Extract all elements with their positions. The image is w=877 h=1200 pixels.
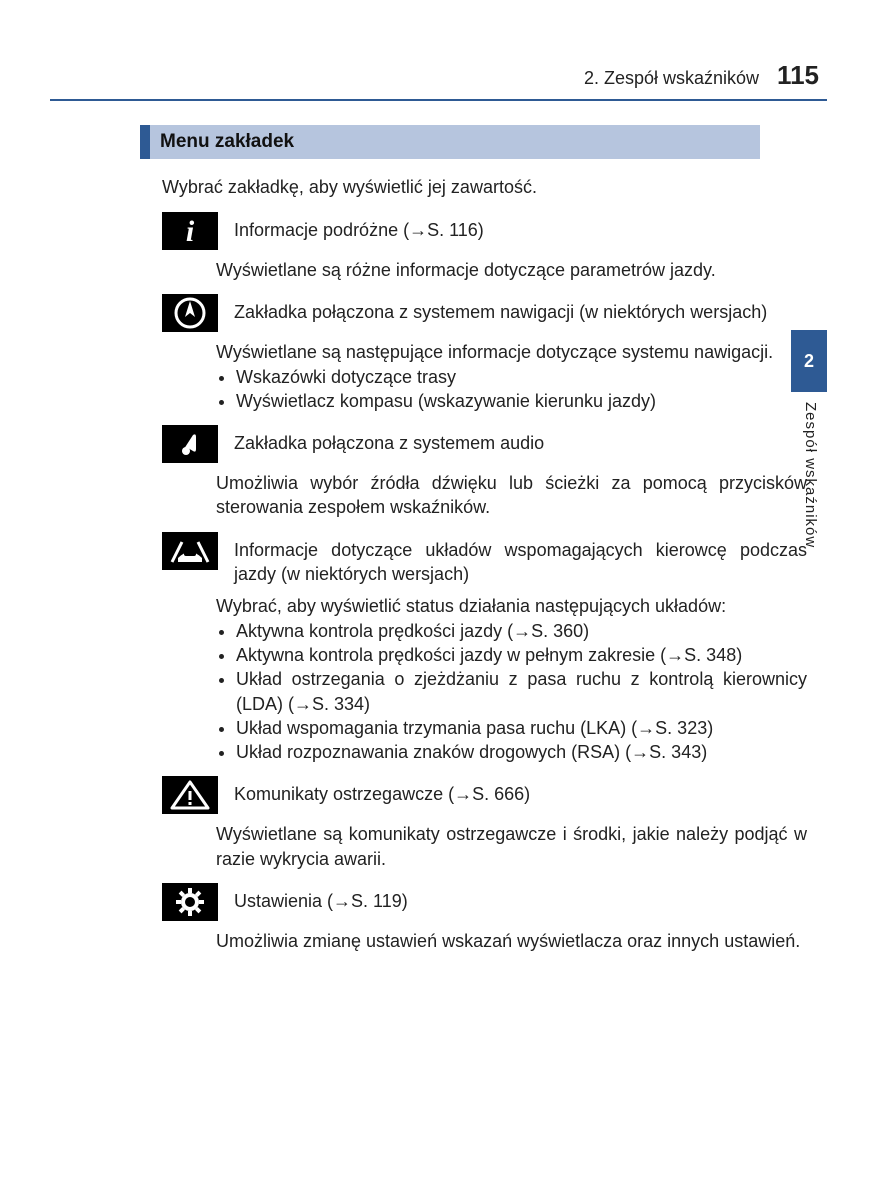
bullet-item: Wyświetlacz kompasu (wskazywanie kierunk…: [236, 389, 807, 413]
item-description: Umożliwia wybór źródła dźwięku lub ścież…: [216, 471, 807, 520]
menu-item: Zakładka połączona z systemem nawigacji …: [162, 294, 807, 332]
section-title: Menu zakładek: [140, 125, 760, 159]
page-header: 2. Zespół wskaźników 115: [50, 60, 827, 99]
side-tab-label: Zespół wskaźników: [802, 402, 819, 548]
intro-text: Wybrać zakładkę, aby wyświetlić jej zawa…: [162, 177, 807, 198]
bullet-list: Aktywna kontrola prędkości jazdy (→S. 36…: [236, 619, 807, 765]
bullet-item: Układ wspomagania trzymania pasa ruchu (…: [236, 716, 807, 740]
menu-item: Komunikaty ostrzegawcze (→S. 666): [162, 776, 807, 814]
item-description: Wyświetlane są następujące informacje do…: [216, 340, 807, 413]
item-description: Umożliwia zmianę ustawień wskazań wyświe…: [216, 929, 807, 953]
svg-text:i: i: [186, 215, 195, 248]
content-area: Menu zakładek Wybrać zakładkę, aby wyświ…: [50, 125, 827, 953]
gear-icon: [162, 883, 218, 921]
side-tab: 2: [791, 330, 827, 392]
item-title: Komunikaty ostrzegawcze (→S. 666): [234, 776, 530, 806]
bullet-item: Aktywna kontrola prędkości jazdy w pełny…: [236, 643, 807, 667]
bullet-item: Wskazówki dotyczące trasy: [236, 365, 807, 389]
item-desc-text: Wyświetlane są różne informacje dotycząc…: [216, 258, 807, 282]
item-desc-text: Umożliwia wybór źródła dźwięku lub ścież…: [216, 471, 807, 520]
item-title: Zakładka połączona z systemem nawigacji …: [234, 294, 767, 324]
bullet-item: Układ rozpoznawania znaków drogowych (RS…: [236, 740, 807, 764]
item-desc-text: Wyświetlane są komunikaty ostrzegawcze i…: [216, 822, 807, 871]
item-title: Zakładka połączona z systemem audio: [234, 425, 544, 455]
header-rule: [50, 99, 827, 101]
item-description: Wyświetlane są komunikaty ostrzegawcze i…: [216, 822, 807, 871]
page: 2. Zespół wskaźników 115 Menu zakładek W…: [0, 0, 877, 1015]
bullet-item: Układ ostrzegania o zjeżdżaniu z pasa ru…: [236, 667, 807, 716]
side-tab-number: 2: [804, 351, 814, 372]
item-description: Wybrać, aby wyświetlić status działania …: [216, 594, 807, 764]
menu-item: Zakładka połączona z systemem audio: [162, 425, 807, 463]
chapter-label: 2. Zespół wskaźników: [584, 68, 759, 89]
item-desc-text: Wyświetlane są następujące informacje do…: [216, 340, 807, 364]
item-description: Wyświetlane są różne informacje dotycząc…: [216, 258, 807, 282]
page-number: 115: [777, 60, 819, 91]
bullet-list: Wskazówki dotyczące trasyWyświetlacz kom…: [236, 365, 807, 414]
nav-icon: [162, 294, 218, 332]
item-title: Ustawienia (→S. 119): [234, 883, 408, 913]
menu-item: i Informacje podróżne (→S. 116): [162, 212, 807, 250]
warning-icon: [162, 776, 218, 814]
item-title: Informacje dotyczące układów wspomagając…: [234, 532, 807, 587]
menu-item: Ustawienia (→S. 119): [162, 883, 807, 921]
audio-icon: [162, 425, 218, 463]
items-list: i Informacje podróżne (→S. 116) Wyświetlan…: [140, 212, 807, 953]
info-icon: i: [162, 212, 218, 250]
item-desc-text: Umożliwia zmianę ustawień wskazań wyświe…: [216, 929, 807, 953]
car-icon: [162, 532, 218, 570]
bullet-item: Aktywna kontrola prędkości jazdy (→S. 36…: [236, 619, 807, 643]
item-desc-text: Wybrać, aby wyświetlić status działania …: [216, 594, 807, 618]
item-title: Informacje podróżne (→S. 116): [234, 212, 484, 242]
menu-item: Informacje dotyczące układów wspomagając…: [162, 532, 807, 587]
